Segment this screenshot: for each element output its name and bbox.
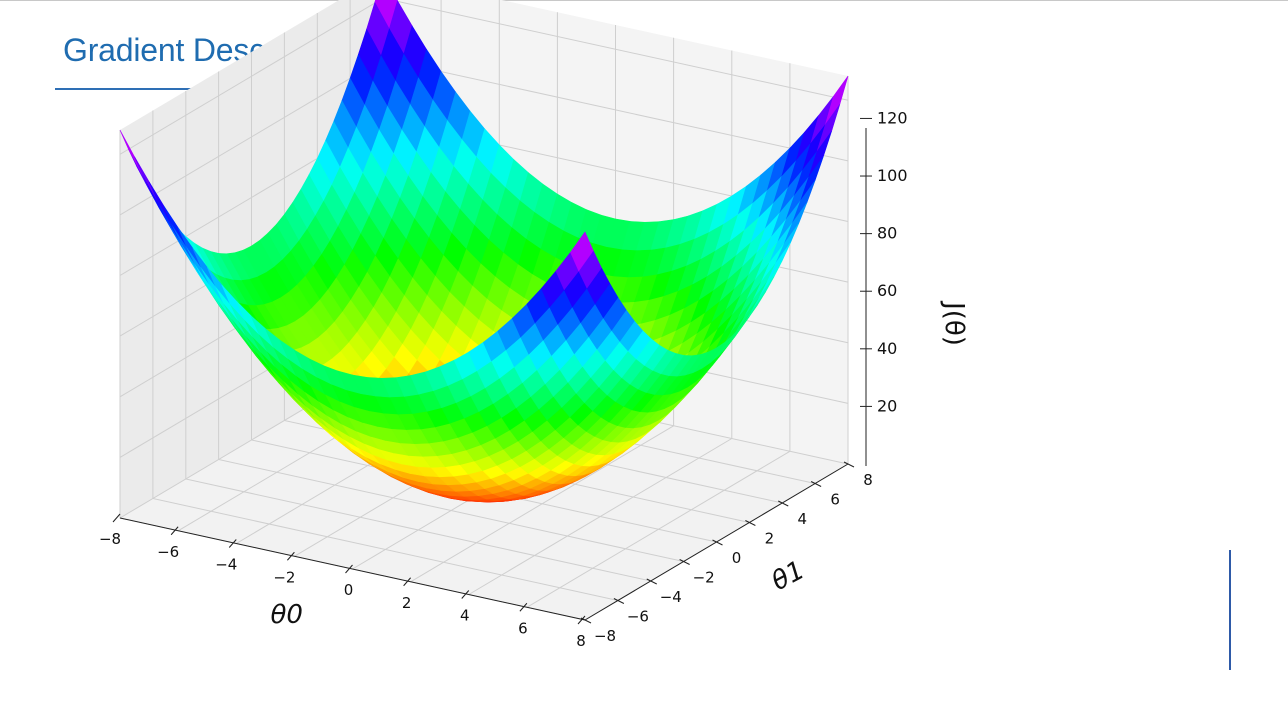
- y-tick: [679, 559, 690, 565]
- y-tick-label: 0: [732, 549, 742, 567]
- x-tick-label: −6: [157, 543, 179, 561]
- x-axis-line: [119, 517, 586, 621]
- x-tick: [577, 615, 586, 625]
- z-axis-label: J(θ): [939, 300, 969, 346]
- z-tick-label: 100: [877, 166, 908, 185]
- y-tick-label: 8: [863, 471, 873, 489]
- y-tick-label: −6: [627, 608, 649, 626]
- grid-line-z: [119, 0, 849, 155]
- z-tick-label: 40: [877, 339, 897, 358]
- x-tick: [403, 577, 412, 587]
- y-tick: [646, 578, 657, 585]
- y-tick-label: 4: [797, 510, 807, 528]
- y-tick: [843, 461, 855, 468]
- y-tick: [712, 539, 723, 546]
- grid-line-y: [152, 110, 619, 601]
- y-tick-label: 6: [830, 491, 840, 509]
- y-axis-label: θ1: [767, 555, 810, 597]
- surface-patch: [570, 231, 594, 272]
- x-tick-label: 8: [576, 632, 586, 650]
- x-tick: [228, 539, 237, 548]
- x-tick: [286, 551, 295, 561]
- z-tick-label: 120: [877, 108, 908, 127]
- x-tick: [519, 602, 528, 612]
- z-tick-label: 60: [877, 281, 897, 300]
- grid-line-y: [218, 71, 684, 562]
- y-tick-label: −8: [594, 627, 616, 645]
- y-tick: [613, 598, 625, 604]
- y-tick-label: −4: [660, 588, 682, 606]
- x-tick: [112, 513, 121, 523]
- cost-surface: [119, 0, 849, 503]
- z-tick-label: 20: [877, 396, 897, 415]
- top-border-line: [0, 0, 1288, 1]
- y-tick-label: −2: [693, 569, 715, 587]
- x-tick-label: −4: [215, 556, 237, 574]
- z-tick-label: 80: [877, 224, 897, 243]
- x-tick: [170, 526, 179, 536]
- y-tick: [810, 481, 822, 487]
- x-tick-label: 4: [460, 607, 470, 625]
- x-tick-label: −2: [273, 568, 295, 586]
- x-tick-label: 2: [402, 594, 412, 612]
- x-tick-label: −8: [99, 530, 121, 548]
- y-tick-label: 2: [765, 530, 775, 548]
- x-axis-label: θ0: [270, 600, 302, 630]
- y-tick: [580, 617, 592, 624]
- x-tick-label: 6: [518, 619, 528, 637]
- grid-line-y: [185, 91, 651, 582]
- x-tick: [461, 590, 470, 599]
- x-tick-label: 0: [344, 581, 354, 599]
- grid-line-y: [283, 32, 750, 523]
- x-tick: [345, 564, 353, 574]
- y-tick: [745, 520, 756, 526]
- y-tick: [778, 500, 789, 507]
- side-accent-line: [1229, 550, 1231, 670]
- grid-line-y: [251, 52, 717, 543]
